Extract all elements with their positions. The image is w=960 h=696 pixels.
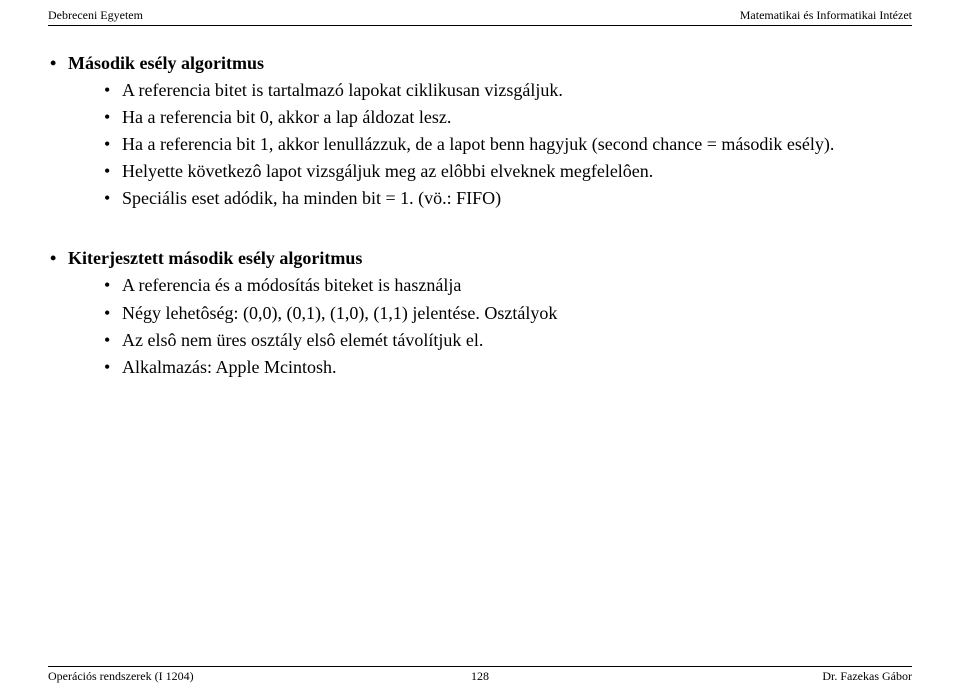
list-item: A referencia és a módosítás biteket is h… [104,272,912,298]
footer-right: Dr. Fazekas Gábor [822,669,912,684]
list-item: Alkalmazás: Apple Mcintosh. [104,354,912,380]
list-item: Négy lehetôség: (0,0), (0,1), (1,0), (1,… [104,300,912,326]
list-item: Az elsô nem üres osztály elsô elemét táv… [104,327,912,353]
footer-left: Operációs rendszerek (I 1204) [48,669,194,684]
list-item: Helyette következô lapot vizsgáljuk meg … [104,158,912,184]
bullet-list-2: A referencia és a módosítás biteket is h… [48,272,912,379]
header-left: Debreceni Egyetem [48,8,143,23]
section-title-2: Kiterjesztett második esély algoritmus [48,245,912,272]
page-footer: Operációs rendszerek (I 1204) 128 Dr. Fa… [48,666,912,684]
page-header: Debreceni Egyetem Matematikai és Informa… [48,0,912,26]
section-title-1: Második esély algoritmus [48,50,912,77]
header-right: Matematikai és Informatikai Intézet [740,8,912,23]
bullet-list-1: A referencia bitet is tartalmazó lapokat… [48,77,912,211]
page-content: Második esély algoritmus A referencia bi… [48,26,912,380]
list-item: Speciális eset adódik, ha minden bit = 1… [104,185,912,211]
list-item: A referencia bitet is tartalmazó lapokat… [104,77,912,103]
page-number: 128 [471,669,489,684]
list-item: Ha a referencia bit 0, akkor a lap áldoz… [104,104,912,130]
section-1: Második esély algoritmus A referencia bi… [48,50,912,211]
list-item: Ha a referencia bit 1, akkor lenullázzuk… [104,131,912,157]
section-2: Kiterjesztett második esély algoritmus A… [48,245,912,379]
